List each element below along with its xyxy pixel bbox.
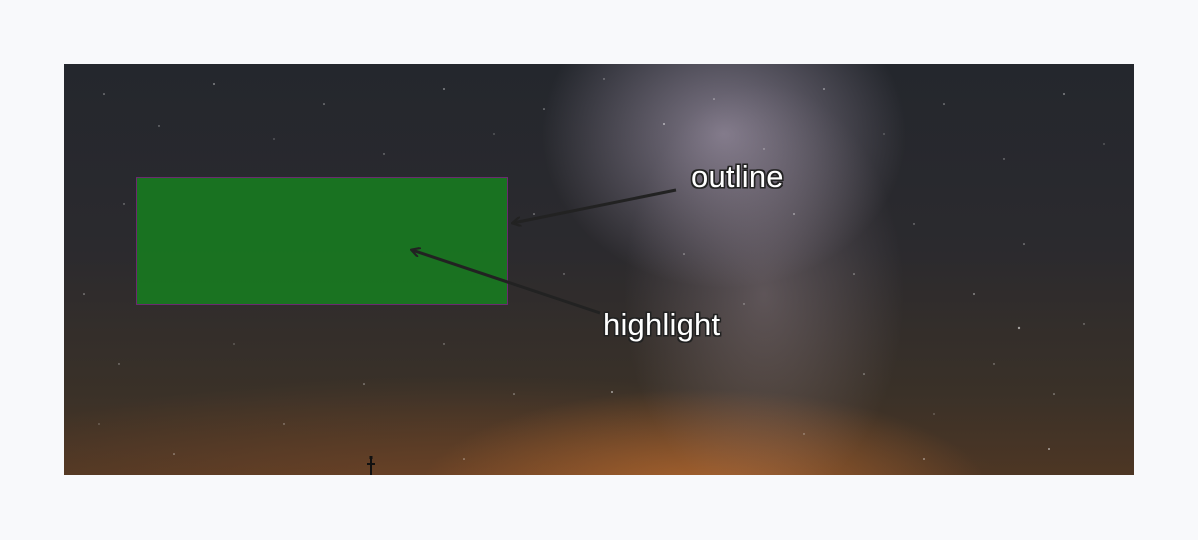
star-field bbox=[83, 78, 1105, 460]
highlight-annotation-label: highlight bbox=[603, 307, 721, 342]
outline-annotation-label: outline bbox=[691, 159, 784, 194]
silhouette-figure bbox=[367, 456, 375, 475]
highlighted-outlined-region bbox=[136, 177, 508, 305]
